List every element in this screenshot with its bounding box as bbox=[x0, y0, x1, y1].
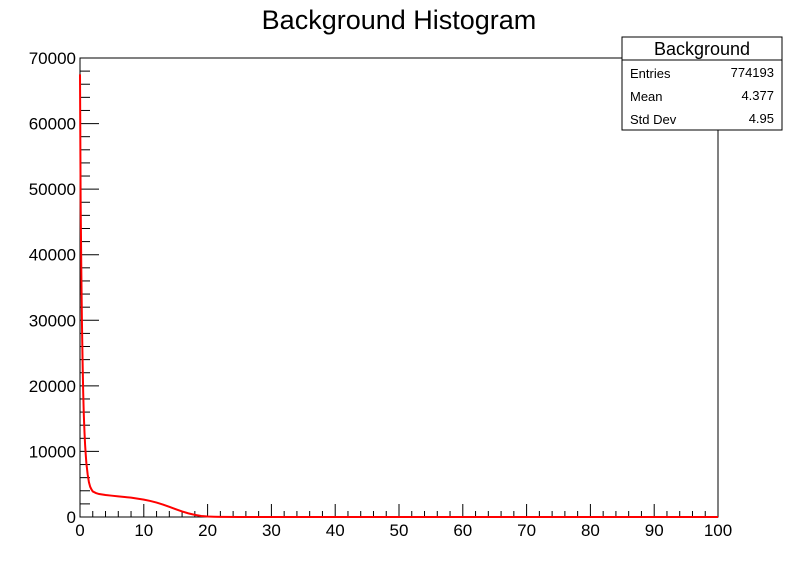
y-tick-label: 40000 bbox=[29, 246, 76, 265]
stats-stddev-value: 4.95 bbox=[749, 111, 774, 126]
y-tick-label: 30000 bbox=[29, 311, 76, 330]
y-tick-label: 0 bbox=[67, 508, 76, 527]
stats-box-frame bbox=[621, 36, 783, 131]
y-axis bbox=[80, 57, 99, 518]
x-tick-label: 90 bbox=[645, 521, 664, 540]
stats-mean-value: 4.377 bbox=[741, 88, 774, 103]
stats-box-title: Background bbox=[654, 39, 750, 59]
x-tick-label: 20 bbox=[198, 521, 217, 540]
y-tick-label: 60000 bbox=[29, 115, 76, 134]
x-tick-label: 80 bbox=[581, 521, 600, 540]
y-tick-label: 20000 bbox=[29, 377, 76, 396]
x-tick-label: 50 bbox=[390, 521, 409, 540]
x-tick-label: 0 bbox=[75, 521, 84, 540]
stats-entries-value: 774193 bbox=[731, 65, 774, 80]
stats-entries-label: Entries bbox=[630, 66, 671, 81]
histogram-series-line bbox=[79, 74, 718, 518]
x-axis bbox=[79, 504, 719, 517]
x-tick-label: 10 bbox=[134, 521, 153, 540]
x-tick-label: 40 bbox=[326, 521, 345, 540]
stats-stddev-label: Std Dev bbox=[630, 112, 677, 127]
y-tick-label: 50000 bbox=[29, 180, 76, 199]
y-tick-labels: 0 10000 20000 30000 40000 50000 60000 70000 bbox=[29, 49, 76, 527]
stats-box: Background Entries 774193 Mean 4.377 Std… bbox=[621, 36, 783, 131]
stats-mean-label: Mean bbox=[630, 89, 663, 104]
x-tick-label: 70 bbox=[517, 521, 536, 540]
x-tick-labels: 0 10 20 30 40 50 60 70 80 90 100 bbox=[75, 521, 732, 540]
x-tick-label: 100 bbox=[704, 521, 732, 540]
y-tick-label: 10000 bbox=[29, 442, 76, 461]
x-tick-label: 60 bbox=[453, 521, 472, 540]
chart-title: Background Histogram bbox=[262, 5, 537, 35]
y-tick-label: 70000 bbox=[29, 49, 76, 68]
x-tick-label: 30 bbox=[262, 521, 281, 540]
